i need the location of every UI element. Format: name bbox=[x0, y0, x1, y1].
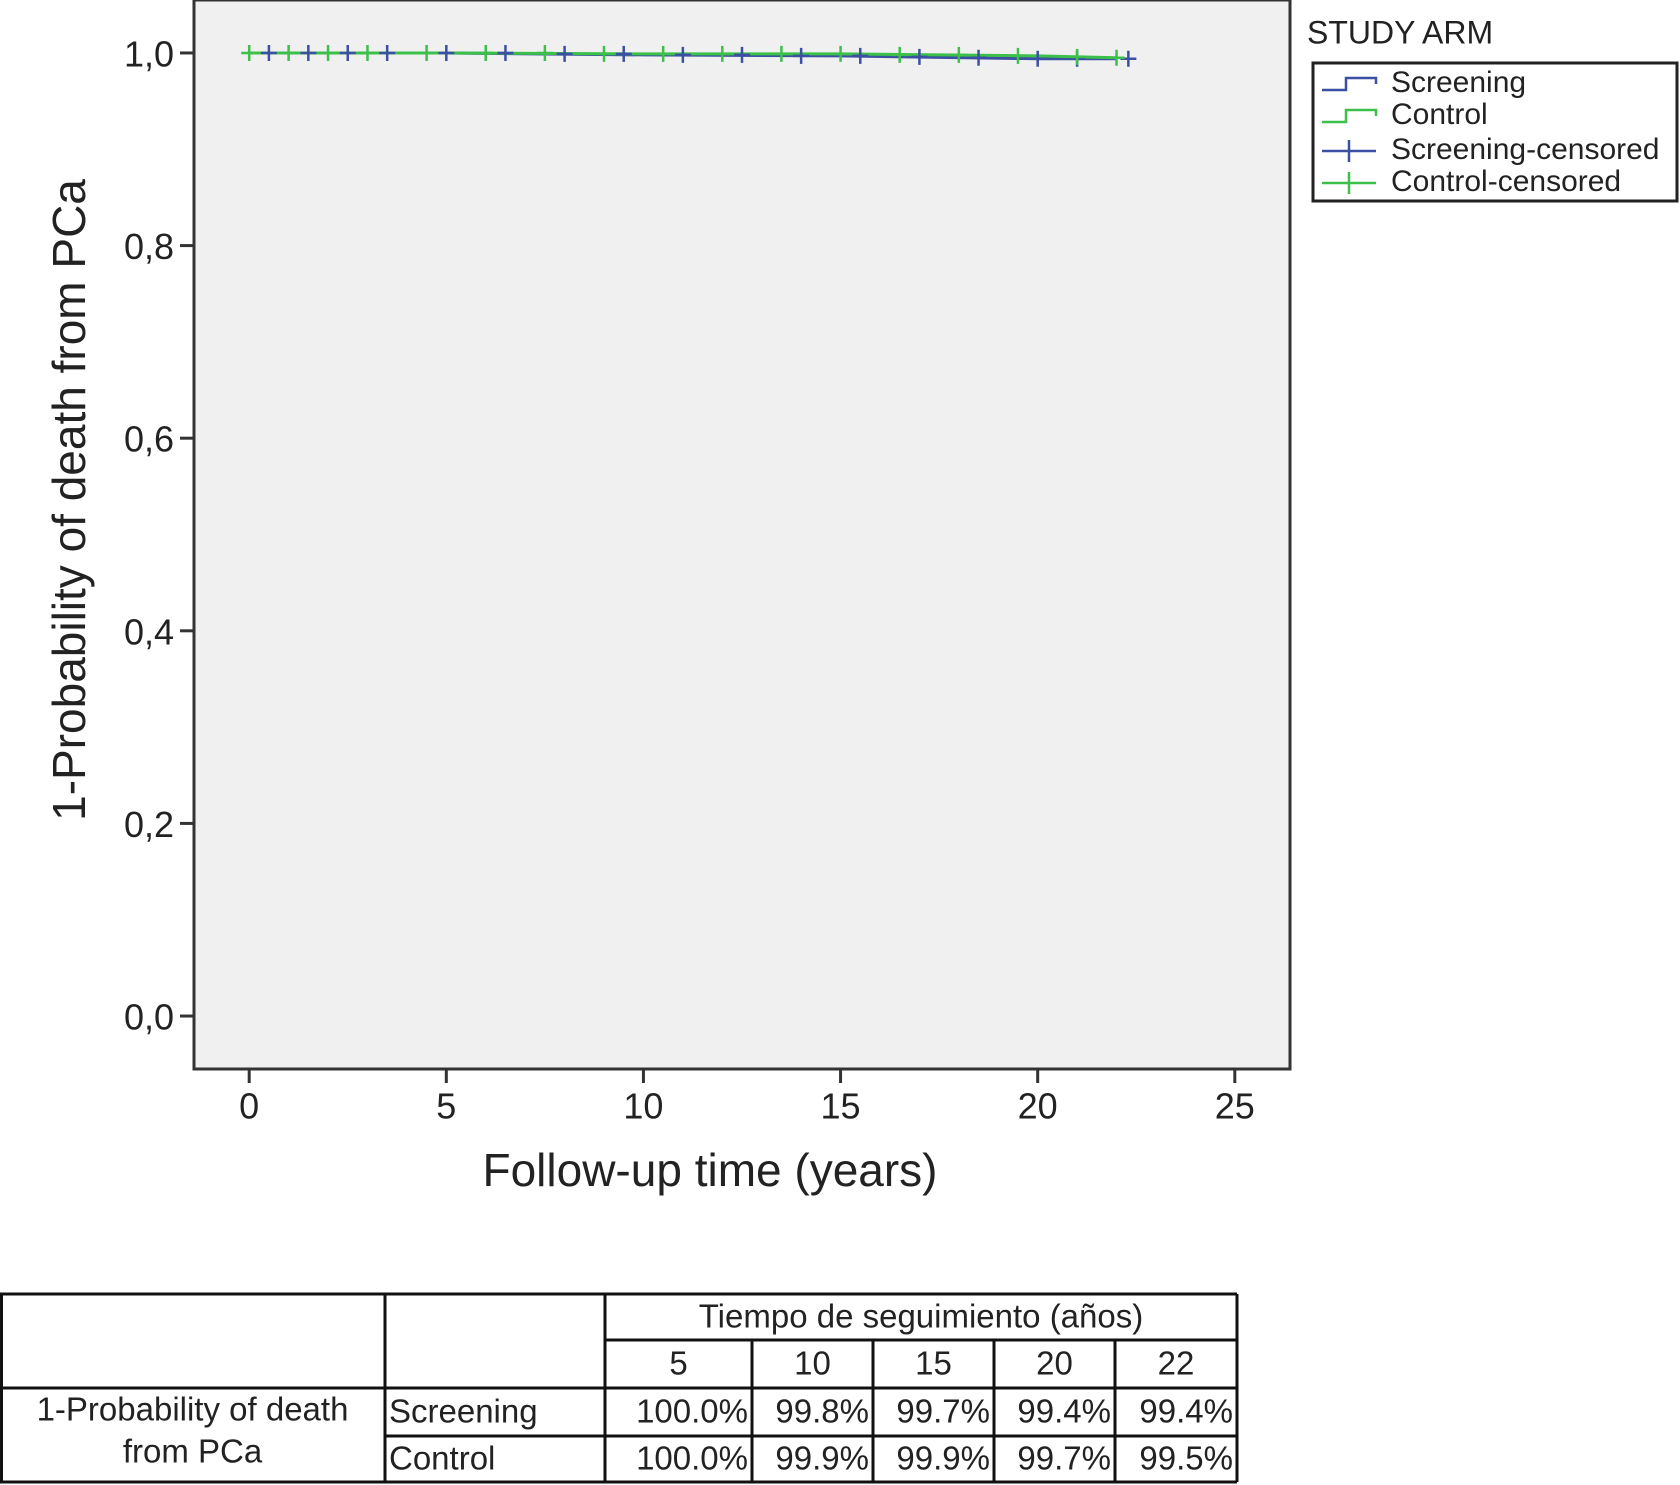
legend-label: Control-censored bbox=[1391, 165, 1621, 198]
legend-title: STUDY ARM bbox=[1307, 14, 1493, 50]
censor-mark bbox=[379, 44, 396, 61]
table-row-label: from PCa bbox=[123, 1433, 263, 1470]
plot-area bbox=[192, 0, 1292, 1071]
y-tick-label: 0,8 bbox=[124, 226, 174, 267]
y-tick-label: 0,2 bbox=[124, 804, 174, 845]
table-column: 10 bbox=[794, 1345, 831, 1382]
y-tick-label: 0,4 bbox=[124, 611, 174, 652]
y-tick-label: 0,6 bbox=[124, 419, 174, 460]
table-cell: 99.5% bbox=[1139, 1440, 1233, 1477]
censor-mark bbox=[320, 44, 337, 61]
censor-mark bbox=[556, 45, 573, 62]
table-cell: 100.0% bbox=[636, 1393, 748, 1430]
censor-mark bbox=[793, 47, 810, 64]
y-axis-title: 1-Probability of death from PCa bbox=[43, 179, 95, 821]
legend-swatch bbox=[1322, 76, 1378, 92]
legend-label: Control bbox=[1391, 98, 1488, 131]
table-cell: 99.7% bbox=[896, 1393, 990, 1430]
x-tick-label: 5 bbox=[436, 1086, 456, 1127]
censor-mark bbox=[300, 44, 317, 61]
table-cell: 99.9% bbox=[896, 1440, 990, 1477]
censor-mark bbox=[734, 46, 750, 63]
table-column: 22 bbox=[1158, 1345, 1195, 1382]
table-cell: 99.7% bbox=[1017, 1440, 1111, 1477]
legend-box bbox=[1311, 61, 1679, 203]
censor-mark bbox=[339, 44, 356, 61]
censor-mark bbox=[714, 45, 731, 62]
censor-mark bbox=[1069, 48, 1086, 65]
table-cell: 99.9% bbox=[775, 1440, 869, 1477]
x-tick-label: 20 bbox=[1018, 1086, 1058, 1127]
censor-mark bbox=[477, 44, 494, 61]
x-axis-title: Follow-up time (years) bbox=[483, 1144, 938, 1196]
censor-mark bbox=[970, 49, 987, 66]
censor-mark bbox=[596, 45, 613, 62]
x-tick-label: 25 bbox=[1215, 1086, 1255, 1127]
censor-mark bbox=[832, 45, 849, 62]
censor-mark bbox=[260, 44, 277, 61]
censor-mark bbox=[891, 46, 908, 63]
table-cell: 99.4% bbox=[1017, 1393, 1111, 1430]
x-tick-label: 15 bbox=[821, 1086, 861, 1127]
legend-label: Screening-censored bbox=[1391, 133, 1660, 166]
y-tick-label: 1,0 bbox=[124, 33, 174, 74]
censor-mark bbox=[773, 45, 790, 62]
censor-mark bbox=[536, 44, 553, 61]
table-column: 5 bbox=[669, 1345, 687, 1382]
y-tick-label: 0,0 bbox=[124, 997, 174, 1038]
censor-mark bbox=[241, 44, 258, 61]
table-row-label: 1-Probability of death bbox=[37, 1391, 349, 1428]
x-tick-label: 0 bbox=[239, 1086, 259, 1127]
table-header: Tiempo de seguimiento (años) bbox=[699, 1298, 1144, 1335]
table-cell: Control bbox=[389, 1440, 495, 1477]
table-column: 20 bbox=[1036, 1345, 1073, 1382]
table-column: 15 bbox=[915, 1345, 952, 1382]
censor-mark bbox=[1108, 49, 1125, 66]
censor-mark bbox=[359, 44, 376, 61]
table-cell: 99.4% bbox=[1139, 1393, 1233, 1430]
censor-mark bbox=[418, 44, 435, 61]
legend-swatch bbox=[1322, 108, 1378, 124]
legend-swatch bbox=[1322, 172, 1376, 194]
censor-mark bbox=[911, 48, 928, 65]
censor-mark bbox=[655, 45, 672, 62]
censor-mark bbox=[1009, 47, 1026, 64]
censor-mark bbox=[615, 45, 632, 62]
censor-mark bbox=[950, 46, 967, 63]
table-cell: 100.0% bbox=[636, 1440, 748, 1477]
legend-swatch bbox=[1322, 140, 1376, 162]
table-cell: Screening bbox=[389, 1393, 538, 1430]
censor-mark bbox=[852, 47, 869, 64]
censor-mark bbox=[497, 44, 514, 61]
table-cell: 99.8% bbox=[775, 1393, 869, 1430]
censor-mark bbox=[280, 44, 297, 61]
censor-mark bbox=[1029, 50, 1046, 67]
censor-mark bbox=[438, 44, 455, 61]
x-tick-label: 10 bbox=[623, 1086, 663, 1127]
legend-label: Screening bbox=[1391, 66, 1526, 99]
censor-mark bbox=[674, 46, 691, 63]
